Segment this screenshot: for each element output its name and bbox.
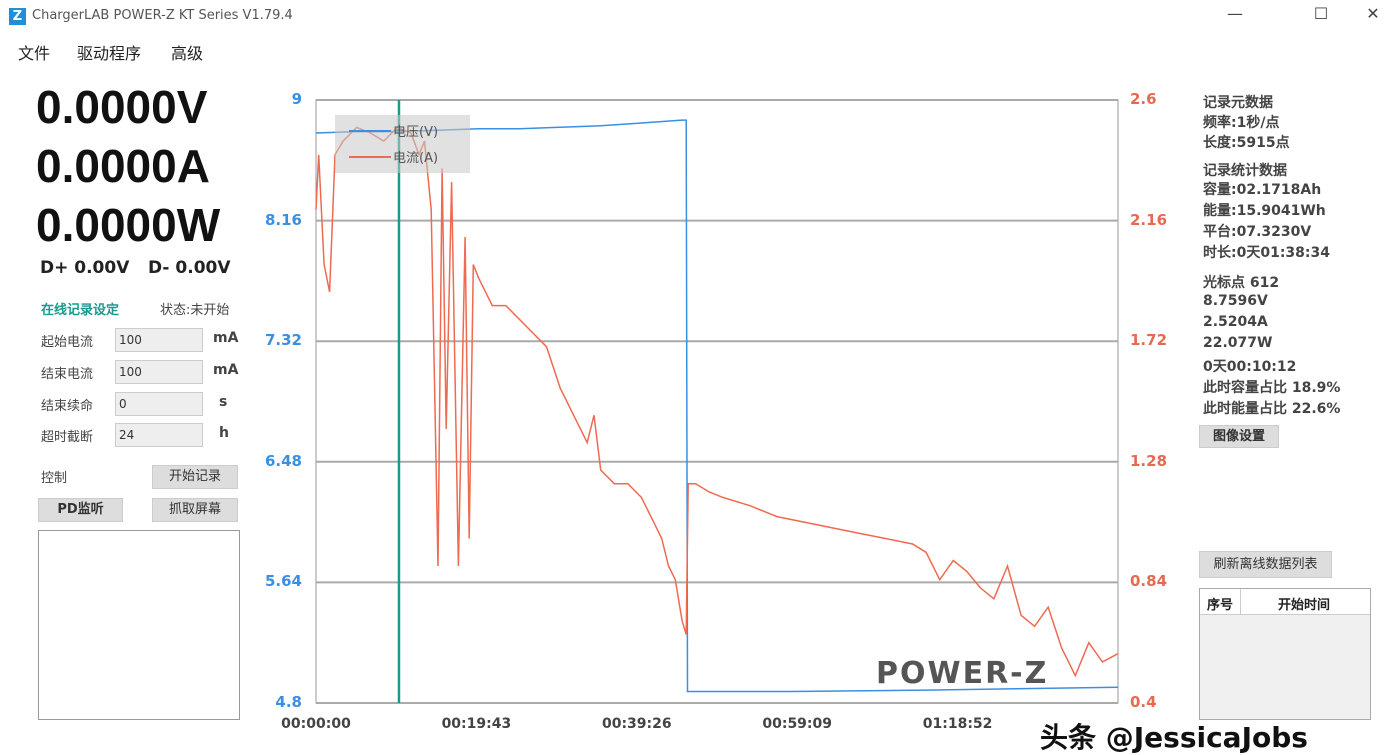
- close-button[interactable]: ✕: [1366, 4, 1380, 23]
- window-title: ChargerLAB POWER-Z KT Series V1.79.4: [32, 8, 293, 23]
- start-record-button[interactable]: 开始记录: [152, 465, 238, 489]
- y-left-tick: 5.64: [264, 572, 302, 591]
- record-length: 长度:5915点: [1203, 135, 1290, 151]
- end-current-input[interactable]: 100: [115, 360, 203, 384]
- cursor-energy-ratio: 此时能量占比 22.6%: [1203, 401, 1341, 417]
- x-tick: 00:00:00: [281, 716, 351, 732]
- field-unit: mA: [213, 330, 239, 346]
- image-settings-button[interactable]: 图像设置: [1199, 425, 1279, 448]
- voltage-reading: 0.0000V: [36, 81, 208, 133]
- cursor-current: 2.5204A: [1203, 314, 1268, 330]
- y-left-tick: 4.8: [275, 693, 302, 711]
- stat-energy: 能量:15.9041Wh: [1203, 203, 1326, 219]
- field-unit: s: [219, 394, 228, 410]
- app-logo-icon: Z: [9, 8, 26, 25]
- online-record-title: 在线记录设定: [41, 303, 120, 318]
- legend-current-swatch: [349, 156, 391, 158]
- field-label: 起始电流: [41, 335, 94, 350]
- menu-driver[interactable]: 驱动程序: [77, 44, 142, 63]
- field-label: 结束续命: [41, 399, 94, 414]
- start-current-input[interactable]: 100: [115, 328, 203, 352]
- current-series-line: [315, 126, 1119, 678]
- y-right-tick: 0.84: [1130, 572, 1168, 591]
- chart-legend: 电压(V) 电流(A): [335, 115, 470, 173]
- minimize-button[interactable]: —: [1227, 4, 1243, 23]
- meta-title: 记录元数据: [1203, 95, 1273, 111]
- record-status: 状态:未开始: [160, 303, 230, 318]
- end-extend-input[interactable]: 0: [115, 392, 203, 416]
- cursor-title: 光标点 612: [1203, 275, 1280, 291]
- cursor-capacity-ratio: 此时容量占比 18.9%: [1203, 380, 1341, 396]
- x-tick: 01:18:52: [922, 716, 993, 732]
- y-left-tick: 8.16: [264, 210, 302, 229]
- field-label: 结束电流: [41, 367, 94, 382]
- cursor-power: 22.077W: [1203, 335, 1273, 351]
- field-unit: mA: [213, 362, 239, 378]
- menu-file[interactable]: 文件: [18, 44, 51, 63]
- y-right-tick: 2.16: [1130, 210, 1168, 229]
- x-tick: 00:59:09: [762, 716, 833, 732]
- capture-screen-button[interactable]: 抓取屏幕: [152, 498, 238, 522]
- stats-title: 记录统计数据: [1203, 163, 1287, 179]
- y-right-tick: 1.28: [1130, 451, 1168, 470]
- x-tick: 00:19:43: [441, 716, 512, 732]
- y-left-tick: 6.48: [264, 451, 302, 470]
- field-unit: h: [219, 425, 229, 441]
- cursor-time: 0天00:10:12: [1203, 359, 1297, 375]
- dminus-reading: D- 0.00V: [148, 258, 231, 278]
- current-reading: 0.0000A: [36, 140, 210, 192]
- sample-rate: 频率:1秒/点: [1203, 115, 1280, 131]
- stat-duration: 时长:0天01:38:34: [1203, 245, 1330, 261]
- y-left-tick: 9: [291, 90, 302, 108]
- stat-capacity: 容量:02.1718Ah: [1203, 182, 1322, 198]
- stat-platform: 平台:07.3230V: [1203, 224, 1312, 240]
- legend-voltage: 电压(V): [393, 125, 439, 140]
- field-label: 超时截断: [41, 430, 94, 445]
- column-header-start-time[interactable]: 开始时间: [1278, 598, 1331, 613]
- maximize-button[interactable]: ☐: [1313, 4, 1329, 23]
- voltage-series-line: [315, 119, 1119, 693]
- power-reading: 0.0000W: [36, 199, 221, 251]
- cursor-voltage: 8.7596V: [1203, 293, 1268, 309]
- y-right-tick: 1.72: [1130, 331, 1168, 350]
- y-right-tick: 2.6: [1130, 90, 1157, 108]
- timeout-input[interactable]: 24: [115, 423, 203, 447]
- power-z-watermark: POWER-Z: [876, 656, 1049, 691]
- plot-area: [315, 99, 1119, 704]
- log-box: [38, 530, 240, 720]
- control-label: 控制: [41, 471, 68, 486]
- pd-monitor-button[interactable]: PD监听: [38, 498, 123, 522]
- legend-current: 电流(A): [393, 151, 439, 166]
- offline-data-table[interactable]: 序号 开始时间: [1199, 588, 1371, 720]
- dplus-reading: D+ 0.00V: [40, 258, 130, 278]
- legend-voltage-swatch: [349, 130, 391, 132]
- column-header-index[interactable]: 序号: [1207, 598, 1234, 613]
- refresh-offline-list-button[interactable]: 刷新离线数据列表: [1199, 551, 1332, 578]
- y-right-tick: 0.4: [1130, 693, 1157, 711]
- overlay-watermark: 头条 @JessicaJobs: [1040, 721, 1308, 754]
- x-tick: 00:39:26: [601, 716, 672, 732]
- y-left-tick: 7.32: [264, 331, 302, 350]
- menu-advanced[interactable]: 高级: [171, 44, 204, 63]
